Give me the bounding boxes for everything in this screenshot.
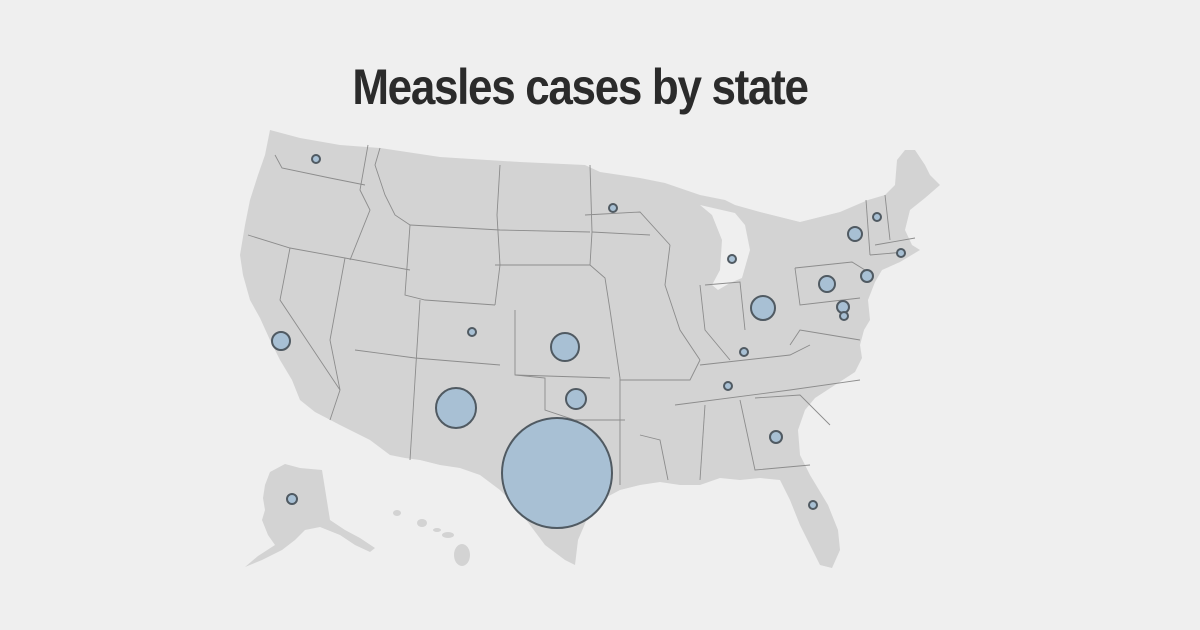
bubble-kentucky[interactable]: Kentucky <box>739 347 749 357</box>
bubble-florida[interactable]: Florida <box>808 500 818 510</box>
bubble-california[interactable]: California <box>271 331 291 351</box>
bubble-new-jersey[interactable]: New Jersey <box>860 269 874 283</box>
bubble-ohio[interactable]: Ohio <box>750 295 776 321</box>
bubble-colorado[interactable]: Colorado <box>467 327 477 337</box>
bubble-new-mexico[interactable]: New Mexico <box>435 387 477 429</box>
bubble-texas[interactable]: Texas <box>501 417 613 529</box>
bubble-new-york[interactable]: New York <box>847 226 863 242</box>
bubble-kansas[interactable]: Kansas <box>550 332 580 362</box>
bubble-district-of-columbia[interactable]: District of Columbia <box>839 311 849 321</box>
bubble-pennsylvania[interactable]: Pennsylvania <box>818 275 836 293</box>
chart-title: Measles cases by state <box>352 59 809 115</box>
bubble-tennessee[interactable]: Tennessee <box>723 381 733 391</box>
bubble-minnesota[interactable]: Minnesota <box>608 203 618 213</box>
state-borders <box>247 144 916 485</box>
bubble-vermont[interactable]: Vermont <box>872 212 882 222</box>
contiguous-us-land <box>240 130 940 568</box>
bubble-alaska[interactable]: Alaska <box>286 493 298 505</box>
bubble-michigan[interactable]: Michigan <box>727 254 737 264</box>
hawaii-land <box>393 510 470 566</box>
bubble-washington[interactable]: Washington <box>311 154 321 164</box>
bubble-georgia[interactable]: Georgia <box>769 430 783 444</box>
case-bubbles: Texas New Mexico Kansas Ohio Oklahoma Califor… <box>271 154 906 529</box>
bubble-rhode-island[interactable]: Rhode Island <box>896 248 906 258</box>
alaska-land <box>245 464 375 567</box>
bubble-oklahoma[interactable]: Oklahoma <box>565 388 587 410</box>
